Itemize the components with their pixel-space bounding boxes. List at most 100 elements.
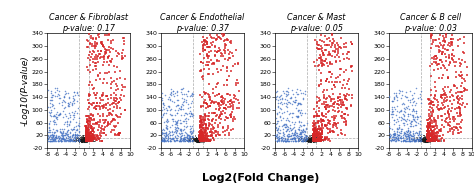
- Point: [392, 121, 400, 124]
- Point: [79, 138, 87, 141]
- Point: [309, 137, 316, 140]
- Point: [103, 48, 111, 51]
- Point: [310, 137, 318, 140]
- Point: [307, 138, 315, 141]
- Point: [421, 137, 429, 140]
- Point: [195, 140, 202, 143]
- Point: [311, 140, 319, 143]
- Point: [193, 140, 201, 143]
- Point: [188, 131, 196, 134]
- Point: [315, 136, 322, 139]
- Point: [305, 140, 313, 143]
- Point: [179, 100, 187, 103]
- Point: [419, 134, 427, 137]
- Point: [424, 139, 432, 142]
- Point: [205, 82, 212, 85]
- Point: [70, 113, 78, 116]
- Point: [310, 140, 318, 143]
- Point: [194, 137, 202, 140]
- Point: [60, 136, 67, 139]
- Point: [442, 66, 449, 69]
- Point: [419, 139, 426, 142]
- Point: [310, 140, 318, 143]
- Point: [426, 101, 434, 104]
- Point: [347, 66, 355, 69]
- Point: [403, 132, 410, 135]
- Point: [421, 139, 429, 142]
- Point: [196, 138, 203, 141]
- Point: [422, 138, 429, 141]
- Point: [310, 138, 318, 141]
- Point: [310, 139, 318, 142]
- Point: [79, 139, 87, 142]
- Point: [435, 49, 443, 52]
- Point: [50, 139, 58, 142]
- Point: [198, 139, 206, 142]
- Point: [313, 133, 320, 136]
- Point: [307, 137, 314, 140]
- Point: [195, 140, 203, 143]
- Point: [80, 140, 88, 143]
- Point: [84, 138, 91, 141]
- Point: [295, 125, 302, 128]
- Point: [216, 107, 224, 110]
- Point: [116, 52, 123, 55]
- Point: [410, 137, 418, 140]
- Point: [98, 43, 105, 46]
- Point: [426, 138, 434, 141]
- Point: [322, 57, 330, 60]
- Point: [411, 119, 419, 122]
- Point: [303, 139, 310, 142]
- Point: [429, 135, 437, 138]
- Point: [445, 55, 453, 58]
- Point: [200, 139, 207, 142]
- Point: [194, 137, 202, 139]
- Point: [304, 139, 312, 142]
- Point: [313, 135, 321, 138]
- Point: [396, 88, 403, 91]
- Point: [97, 57, 104, 60]
- Point: [200, 140, 208, 143]
- Point: [199, 124, 207, 127]
- Point: [310, 140, 318, 143]
- Point: [279, 117, 287, 120]
- Point: [219, 100, 226, 103]
- Point: [85, 140, 92, 143]
- Point: [90, 130, 97, 132]
- Point: [185, 140, 193, 143]
- Point: [420, 140, 428, 143]
- Point: [201, 138, 209, 141]
- Point: [311, 139, 319, 142]
- Point: [313, 115, 321, 118]
- Point: [333, 80, 341, 83]
- Point: [446, 116, 453, 119]
- Point: [338, 116, 346, 119]
- Point: [192, 137, 200, 140]
- Point: [414, 139, 422, 142]
- Point: [84, 139, 92, 142]
- Point: [314, 122, 322, 125]
- Point: [90, 51, 98, 54]
- Point: [439, 40, 447, 43]
- Point: [82, 138, 89, 141]
- Point: [311, 138, 319, 141]
- Point: [86, 138, 93, 141]
- Point: [308, 138, 316, 141]
- Point: [294, 127, 302, 130]
- Point: [308, 135, 316, 138]
- Point: [203, 41, 210, 44]
- Point: [186, 138, 193, 141]
- Point: [105, 33, 112, 36]
- Point: [400, 139, 408, 142]
- Point: [174, 99, 182, 102]
- Point: [86, 131, 94, 134]
- Point: [85, 137, 92, 139]
- Point: [286, 101, 293, 104]
- Point: [424, 131, 431, 134]
- Point: [297, 132, 304, 135]
- Point: [323, 98, 330, 101]
- Point: [297, 137, 305, 139]
- Point: [71, 135, 78, 138]
- Point: [186, 139, 194, 142]
- Point: [72, 138, 80, 141]
